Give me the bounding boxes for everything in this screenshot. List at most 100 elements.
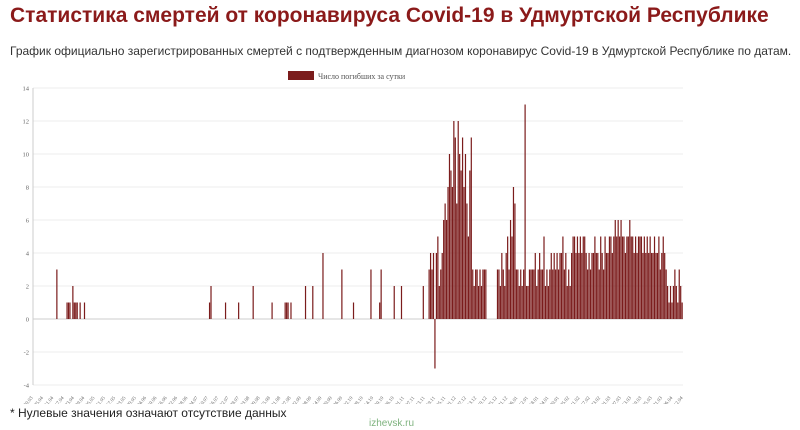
bar[interactable]	[72, 286, 74, 319]
bar[interactable]	[619, 236, 621, 320]
bar[interactable]	[589, 269, 592, 320]
bar[interactable]	[475, 269, 477, 320]
bar[interactable]	[518, 286, 520, 319]
bar[interactable]	[534, 253, 536, 319]
bar[interactable]	[547, 286, 549, 319]
bar[interactable]	[482, 269, 484, 320]
bar[interactable]	[469, 170, 471, 320]
bar[interactable]	[531, 269, 533, 320]
bar[interactable]	[677, 302, 679, 320]
bar[interactable]	[667, 286, 669, 319]
bar[interactable]	[466, 203, 468, 320]
bar[interactable]	[456, 203, 458, 320]
bar[interactable]	[598, 269, 600, 320]
bar[interactable]	[514, 203, 516, 320]
bar[interactable]	[69, 302, 71, 320]
bar[interactable]	[304, 286, 307, 319]
bar[interactable]	[624, 253, 627, 319]
bar[interactable]	[459, 154, 461, 319]
bar[interactable]	[626, 236, 628, 320]
bar[interactable]	[555, 269, 557, 320]
bar[interactable]	[595, 253, 597, 319]
bar[interactable]	[379, 302, 381, 320]
bar[interactable]	[438, 286, 440, 319]
bar[interactable]	[588, 253, 590, 319]
bar[interactable]	[533, 269, 535, 320]
bar[interactable]	[238, 302, 240, 320]
chart-legend[interactable]: Число погибших за сутки	[288, 71, 406, 81]
bar[interactable]	[66, 302, 68, 320]
bar[interactable]	[579, 236, 581, 320]
bar[interactable]	[428, 269, 430, 320]
bar[interactable]	[441, 253, 443, 319]
bar[interactable]	[623, 236, 625, 320]
bar[interactable]	[464, 154, 467, 319]
bar[interactable]	[524, 104, 526, 320]
bar[interactable]	[658, 236, 660, 320]
bar[interactable]	[496, 269, 499, 320]
bar[interactable]	[587, 269, 589, 320]
bar[interactable]	[271, 302, 273, 320]
bar[interactable]	[517, 269, 519, 320]
bar[interactable]	[661, 253, 663, 319]
bar[interactable]	[287, 302, 289, 320]
bar[interactable]	[627, 236, 629, 320]
bar[interactable]	[210, 286, 212, 319]
bar[interactable]	[450, 170, 452, 320]
bar[interactable]	[546, 269, 548, 320]
bar[interactable]	[591, 253, 593, 319]
bar[interactable]	[473, 286, 475, 319]
bar[interactable]	[67, 302, 70, 320]
bar[interactable]	[629, 220, 631, 319]
bar[interactable]	[380, 269, 382, 320]
bar[interactable]	[565, 253, 567, 319]
bar[interactable]	[224, 302, 227, 320]
bar[interactable]	[636, 253, 638, 319]
bar[interactable]	[56, 269, 58, 320]
bar[interactable]	[573, 236, 576, 320]
bar[interactable]	[498, 269, 500, 320]
bar[interactable]	[434, 319, 436, 369]
bar[interactable]	[472, 269, 474, 320]
bar[interactable]	[645, 253, 647, 319]
bar[interactable]	[208, 302, 211, 320]
bar[interactable]	[585, 253, 587, 319]
bar[interactable]	[341, 269, 343, 320]
bar[interactable]	[597, 253, 599, 319]
bar[interactable]	[680, 286, 682, 319]
bar[interactable]	[653, 236, 656, 320]
bar[interactable]	[527, 286, 529, 319]
bar[interactable]	[448, 154, 451, 319]
bar[interactable]	[550, 253, 552, 319]
bar[interactable]	[569, 286, 571, 319]
bar[interactable]	[637, 236, 640, 320]
bar[interactable]	[444, 203, 446, 320]
bar[interactable]	[664, 253, 666, 319]
bar[interactable]	[539, 253, 541, 319]
bar[interactable]	[643, 236, 645, 320]
bar[interactable]	[432, 253, 435, 319]
bar[interactable]	[476, 269, 478, 320]
bar[interactable]	[507, 236, 509, 320]
bar[interactable]	[604, 236, 606, 320]
bar[interactable]	[571, 253, 573, 319]
bar[interactable]	[467, 236, 469, 320]
bar[interactable]	[635, 236, 637, 320]
bar[interactable]	[541, 269, 544, 320]
bar[interactable]	[451, 187, 453, 319]
bar[interactable]	[499, 286, 501, 319]
bar[interactable]	[552, 269, 554, 320]
bar[interactable]	[431, 269, 433, 320]
bar[interactable]	[322, 253, 324, 319]
bar[interactable]	[511, 236, 513, 320]
bar[interactable]	[400, 286, 403, 319]
bar[interactable]	[553, 253, 555, 319]
bar[interactable]	[640, 236, 643, 320]
bar[interactable]	[572, 236, 574, 320]
bar[interactable]	[429, 253, 432, 319]
bar[interactable]	[286, 302, 288, 320]
bar[interactable]	[549, 269, 551, 320]
bar[interactable]	[515, 269, 517, 320]
bar[interactable]	[620, 220, 622, 319]
bar[interactable]	[290, 302, 292, 320]
